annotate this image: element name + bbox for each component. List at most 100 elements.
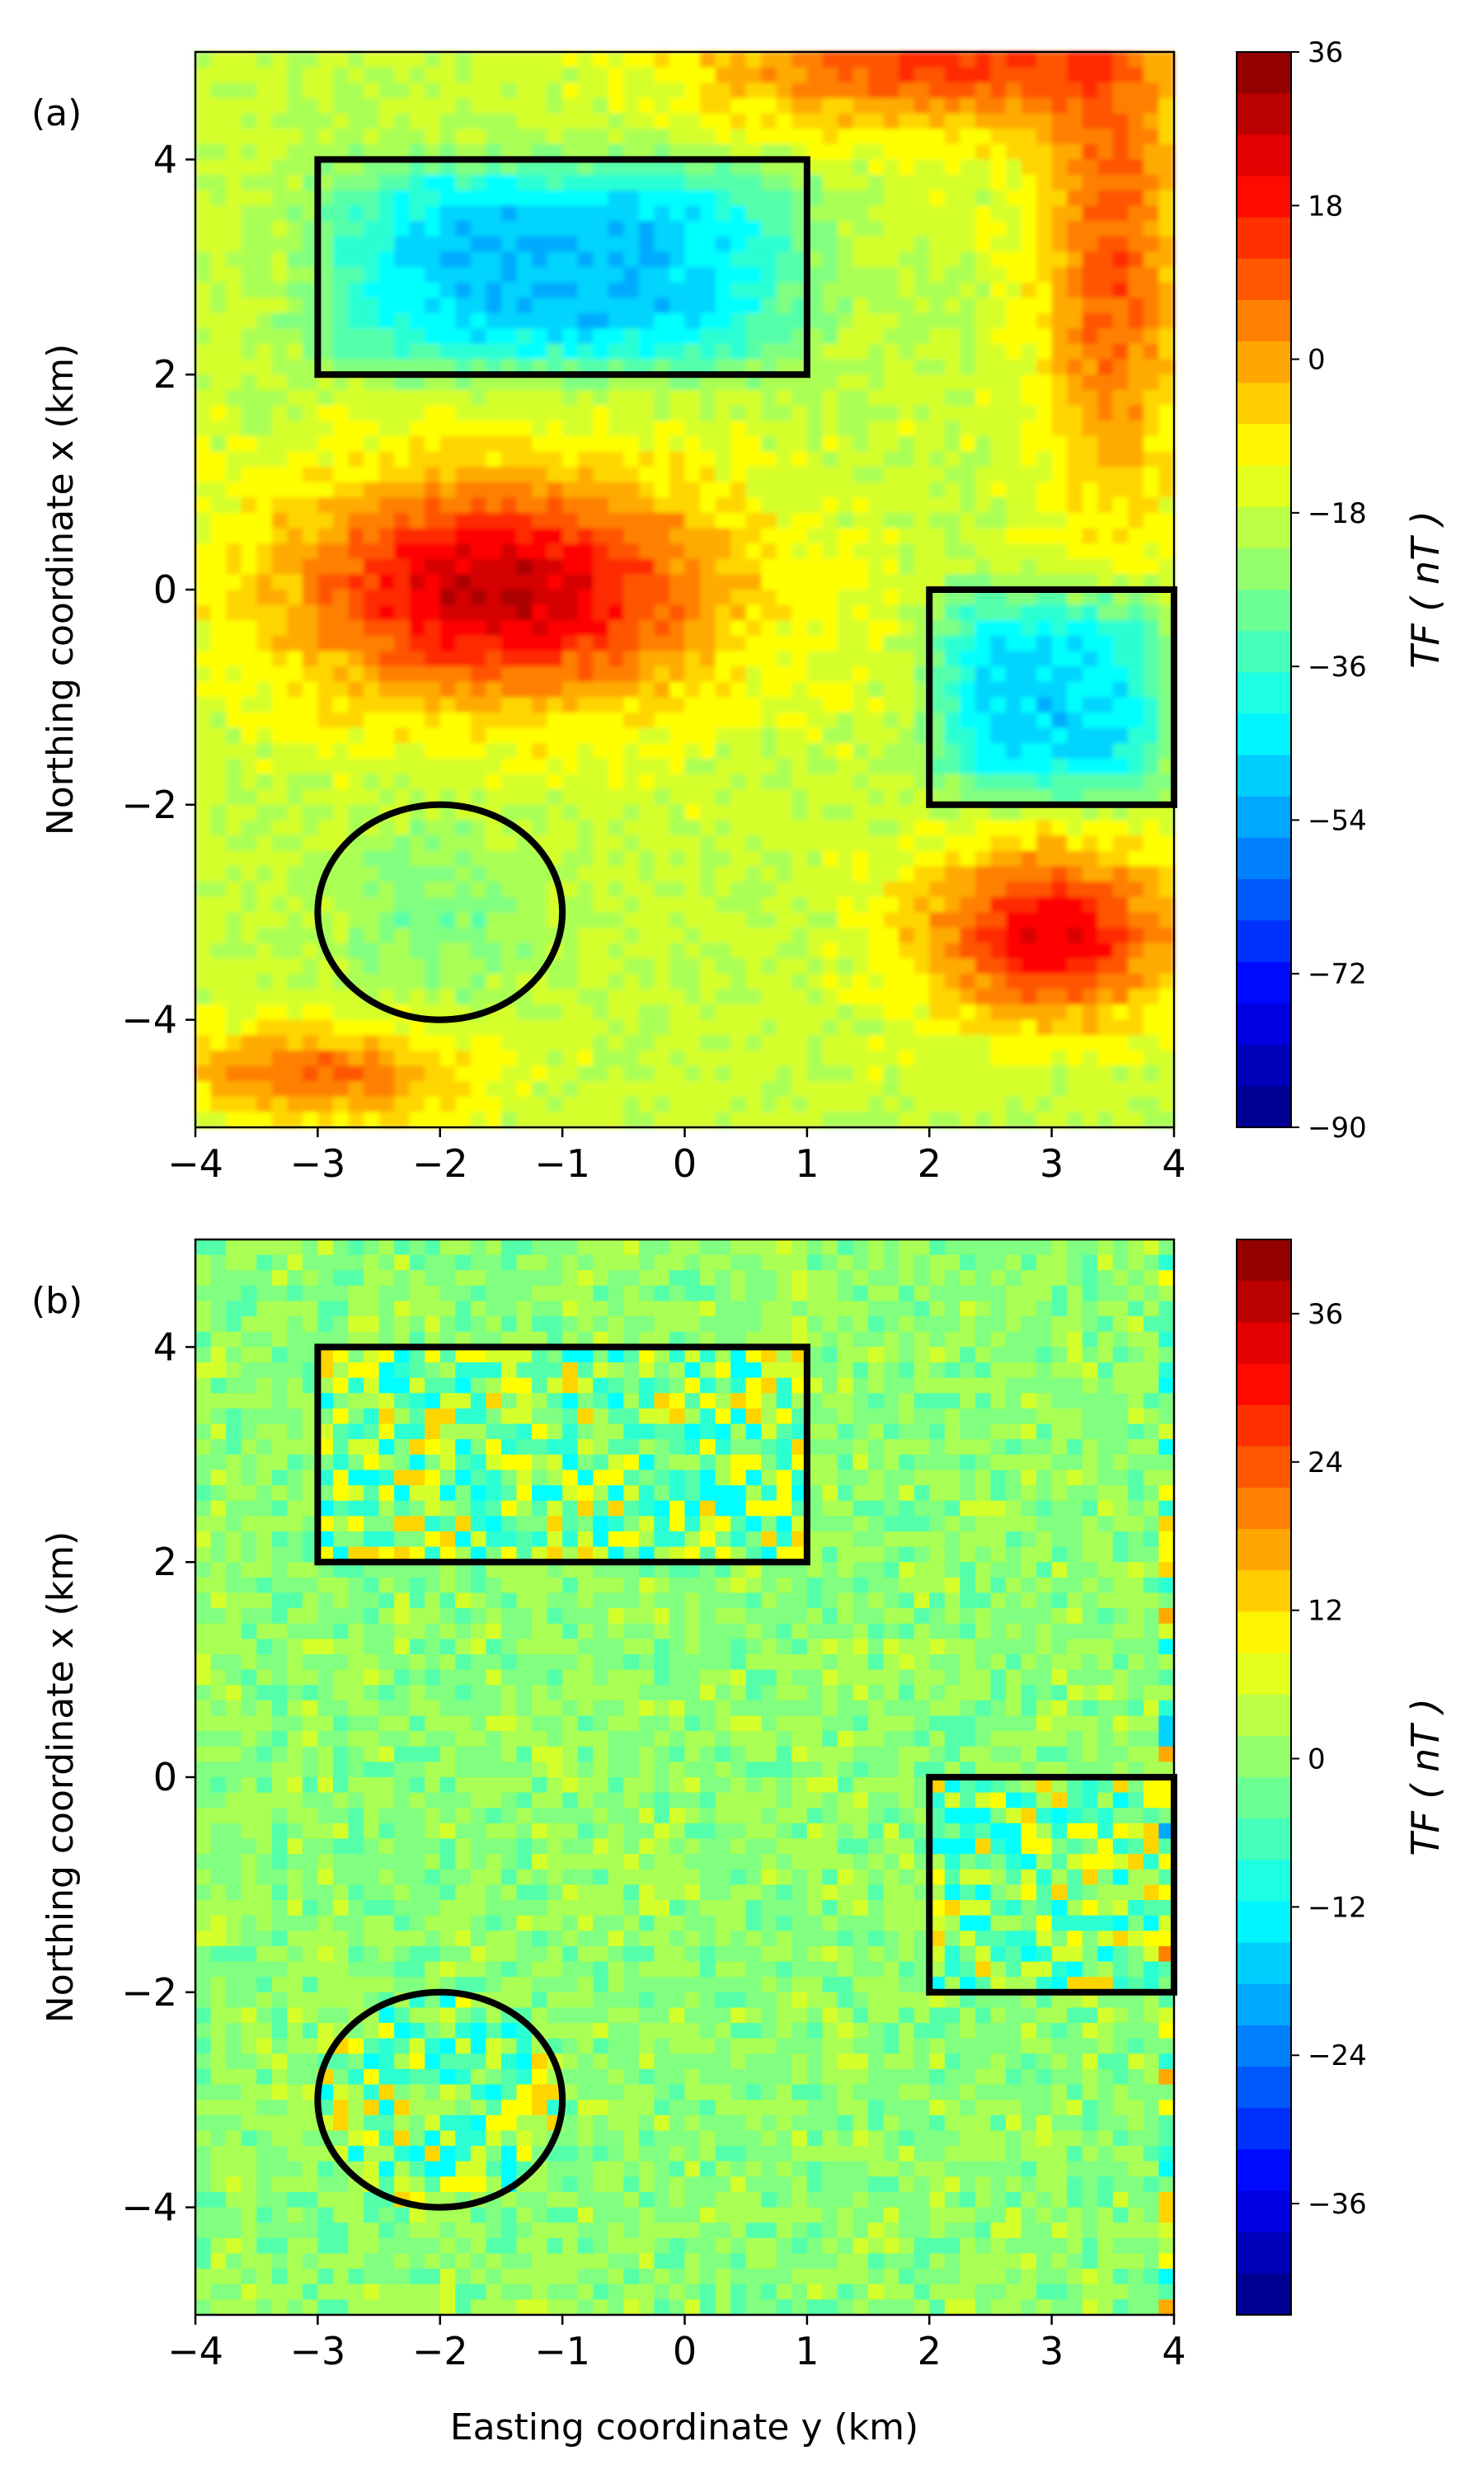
heatmap-cell <box>1051 850 1068 868</box>
heatmap-cell <box>1158 620 1175 637</box>
heatmap-cell <box>241 1700 257 1717</box>
heatmap-cell <box>593 1096 609 1113</box>
heatmap-cell <box>302 190 319 207</box>
heatmap-cell <box>608 820 625 836</box>
heatmap-cell <box>974 604 992 622</box>
heatmap-cell <box>730 266 747 284</box>
heatmap-cell <box>1067 97 1083 115</box>
heatmap-cell <box>287 282 303 299</box>
heatmap-cell <box>608 958 625 975</box>
heatmap-cell <box>577 1096 594 1113</box>
heatmap-cell <box>944 666 961 683</box>
heatmap-cell <box>852 435 869 453</box>
heatmap-cell <box>960 298 976 314</box>
heatmap-cell <box>1082 866 1099 882</box>
heatmap-cell <box>1143 159 1160 176</box>
heatmap-cell <box>974 190 992 207</box>
heatmap-cell <box>1143 774 1160 790</box>
heatmap-cell <box>378 374 395 391</box>
heatmap-cell <box>960 1035 976 1051</box>
heatmap-cell <box>608 252 625 268</box>
heatmap-cell <box>868 1081 885 1098</box>
heatmap-cell <box>623 666 640 683</box>
heatmap-cell <box>226 2237 242 2255</box>
heatmap-cell <box>929 574 946 590</box>
heatmap-cell <box>700 804 716 821</box>
heatmap-cell <box>990 435 1007 453</box>
heatmap-cell <box>730 497 747 514</box>
heatmap-cell <box>364 328 380 345</box>
heatmap-cell <box>516 143 533 161</box>
heatmap-cell <box>1082 67 1099 84</box>
heatmap-cell <box>516 451 533 468</box>
heatmap-cell <box>394 52 411 68</box>
heatmap-cell <box>593 343 609 360</box>
heatmap-cell <box>944 958 961 975</box>
heatmap-cell <box>730 1035 747 1051</box>
heatmap-cell <box>348 574 364 590</box>
heatmap-cell <box>547 220 563 238</box>
heatmap-cell <box>1036 973 1053 990</box>
heatmap-cell <box>271 266 289 284</box>
heatmap-cell <box>1005 697 1022 713</box>
heatmap-cell <box>1021 1004 1037 1021</box>
heatmap-cell <box>1112 52 1129 68</box>
heatmap-cell <box>1082 590 1099 606</box>
heatmap-cell <box>745 97 763 115</box>
heatmap-cell <box>791 205 808 222</box>
heatmap-cell <box>852 1081 869 1098</box>
heatmap-cell <box>1036 820 1053 836</box>
heatmap-cell <box>593 927 609 944</box>
heatmap-cell <box>791 313 808 330</box>
heatmap-cell <box>256 1546 273 1563</box>
heatmap-cell <box>241 681 257 698</box>
heatmap-cell <box>532 1081 548 1098</box>
heatmap-cell <box>1051 681 1068 698</box>
heatmap-cell <box>486 67 502 84</box>
heatmap-cell <box>195 1112 212 1128</box>
heatmap-cell <box>226 1608 242 1625</box>
heatmap-cell <box>929 359 946 375</box>
heatmap-cell <box>960 466 976 483</box>
heatmap-cell <box>394 328 411 345</box>
heatmap-cell <box>378 129 395 145</box>
heatmap-cell <box>623 958 640 975</box>
heatmap-cell <box>378 405 395 421</box>
heatmap-cell <box>271 1915 289 1932</box>
heatmap-cell <box>486 743 502 760</box>
heatmap-cell <box>256 2237 273 2255</box>
heatmap-cell <box>562 604 579 622</box>
heatmap-cell <box>837 590 854 606</box>
heatmap-cell <box>1082 896 1099 913</box>
heatmap-cell <box>929 850 946 868</box>
heatmap-cell <box>684 789 701 806</box>
heatmap-cell <box>562 681 579 698</box>
heatmap-cell <box>638 943 655 959</box>
heatmap-cell <box>593 758 609 775</box>
heatmap-cell <box>883 236 899 252</box>
heatmap-cell <box>1036 881 1053 898</box>
heatmap-cell <box>378 820 395 836</box>
heatmap-cell <box>425 113 441 129</box>
heatmap-cell <box>378 175 395 191</box>
heatmap-cell <box>776 574 793 590</box>
heatmap-cell <box>1021 1035 1037 1051</box>
heatmap-cell <box>256 1096 273 1113</box>
heatmap-cell <box>883 328 899 345</box>
heatmap-cell <box>1067 543 1083 560</box>
heatmap-cell <box>700 512 716 529</box>
heatmap-cell <box>806 1081 824 1098</box>
heatmap-cell <box>332 313 350 330</box>
heatmap-cell <box>226 1823 242 1840</box>
heatmap-cell <box>899 1081 915 1098</box>
heatmap-cell <box>348 389 364 407</box>
heatmap-cell <box>1005 421 1022 437</box>
heatmap-cell <box>960 282 976 299</box>
heatmap-cell <box>1051 282 1068 299</box>
heatmap-cell <box>378 943 395 959</box>
heatmap-cell <box>1128 1035 1144 1051</box>
heatmap-cell <box>486 482 502 499</box>
heatmap-cell <box>394 220 411 238</box>
heatmap-cell <box>439 282 457 299</box>
heatmap-cell <box>455 727 472 745</box>
